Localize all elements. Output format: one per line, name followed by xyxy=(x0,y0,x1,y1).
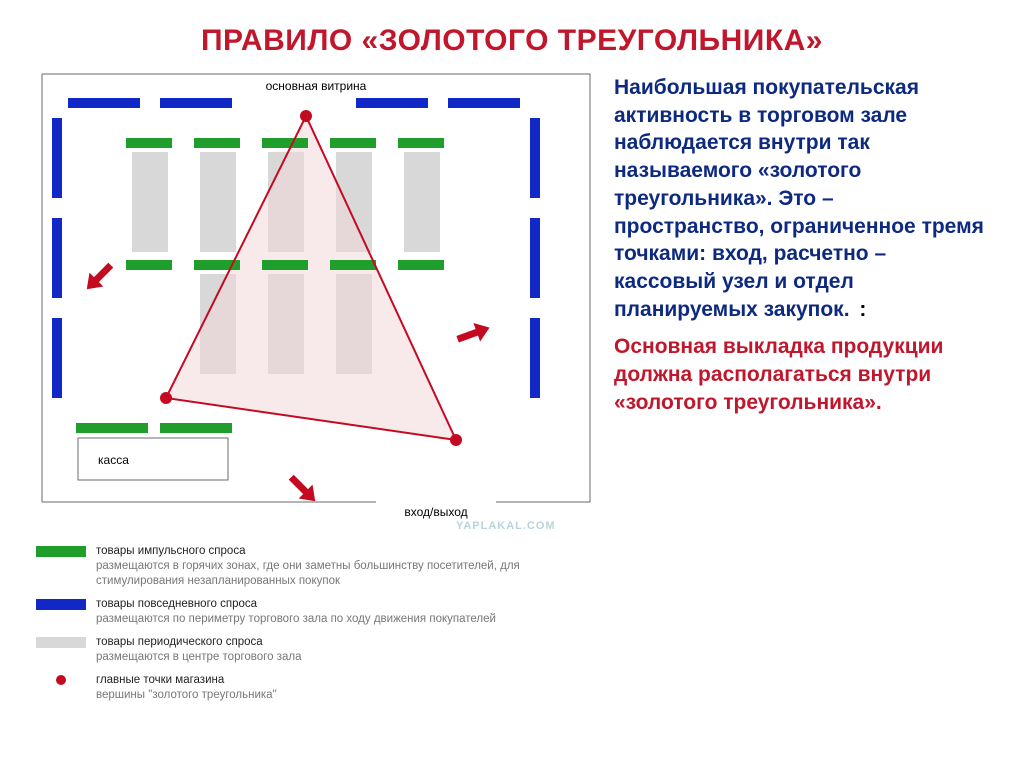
legend-row: товары импульсного спросаразмещаются в г… xyxy=(36,544,596,589)
trailing-colon: : xyxy=(859,298,866,321)
legend-dot xyxy=(36,675,86,703)
watermark: YAPLAKAL.COM xyxy=(456,520,556,532)
legend-text: главные точки магазинавершины "золотого … xyxy=(96,673,277,703)
legend: товары импульсного спросаразмещаются в г… xyxy=(36,544,596,702)
svg-text:основная витрина: основная витрина xyxy=(266,79,367,93)
legend-row: товары периодического спросаразмещаются … xyxy=(36,635,596,665)
svg-text:касса: касса xyxy=(98,453,129,467)
floor-plan: касса основная витрина вход/выход YAPLAKAL… xyxy=(36,68,596,538)
page-title: ПРАВИЛО «ЗОЛОТОГО ТРЕУГОЛЬНИКА» xyxy=(36,24,988,58)
left-column: касса основная витрина вход/выход YAPLAKAL… xyxy=(36,68,596,710)
para1-text: Наибольшая покупательская активность в т… xyxy=(614,76,984,321)
right-column: Наибольшая покупательская активность в т… xyxy=(614,68,988,710)
legend-text: товары повседневного спросаразмещаются п… xyxy=(96,597,496,627)
legend-text: товары периодического спросаразмещаются … xyxy=(96,635,302,665)
body-para-1: Наибольшая покупательская активность в т… xyxy=(614,74,988,323)
svg-text:вход/выход: вход/выход xyxy=(404,505,467,519)
legend-row: товары повседневного спросаразмещаются п… xyxy=(36,597,596,627)
body-para-2: Основная выкладка продукции должна распо… xyxy=(614,333,988,416)
legend-row: главные точки магазинавершины "золотого … xyxy=(36,673,596,703)
legend-swatch xyxy=(36,637,86,648)
legend-swatch xyxy=(36,546,86,557)
legend-swatch xyxy=(36,599,86,610)
legend-text: товары импульсного спросаразмещаются в г… xyxy=(96,544,596,589)
